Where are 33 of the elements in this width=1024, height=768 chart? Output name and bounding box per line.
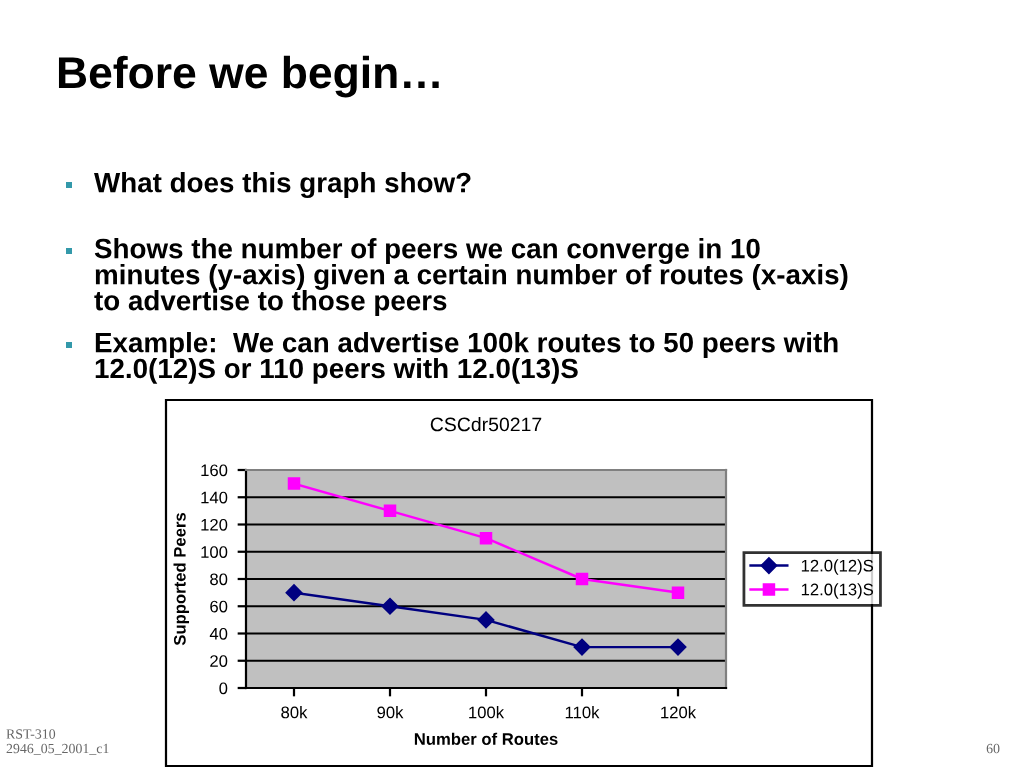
x-tick-label: 120k [661, 706, 697, 719]
x-tick-label: 110k [565, 706, 600, 719]
y-tick-label: 80 [210, 573, 228, 586]
text: Shows the number of peers we can converge in 10 minutes (y-axis) given a certain number of routes (x-axis) to advertise to those peers [94, 238, 848, 316]
point [383, 504, 397, 518]
y-tick-label: 120 [201, 518, 228, 531]
y-tick-label: 20 [210, 655, 228, 667]
text: What does this graph show? [94, 172, 471, 199]
point [671, 586, 685, 599]
point [287, 477, 301, 490]
legend-label: 12.0(13)S [801, 583, 874, 599]
chart-title: CSCdr50217 [430, 417, 542, 432]
point [477, 611, 495, 629]
point [669, 638, 687, 656]
y-tick-label: 40 [209, 627, 228, 640]
legend-label: 12.0(12)S [801, 559, 874, 575]
y-tick-label: 160 [201, 464, 228, 477]
point [479, 531, 493, 545]
text: Before we begin… [58, 55, 439, 98]
point [381, 597, 399, 615]
x-tick-label: 80k [281, 706, 308, 719]
x-tick-label: 90k [377, 706, 404, 719]
point [575, 572, 589, 586]
x-axis-title: Number of Routes [414, 732, 558, 745]
y-tick-label: 0 [219, 682, 228, 695]
y-tick-label: 60 [210, 600, 228, 613]
point [573, 638, 591, 656]
y-axis-title: Supported Peers [173, 513, 190, 646]
text: Example: We can advertise 100k routes to 50 peers with 12.0(12)S or 110 peers with 12.0(13)S [95, 332, 838, 384]
x-tick-label: 100k [469, 706, 505, 719]
y-tick-label: 100 [201, 546, 228, 558]
point [285, 584, 303, 601]
y-tick-label: 140 [201, 491, 228, 504]
